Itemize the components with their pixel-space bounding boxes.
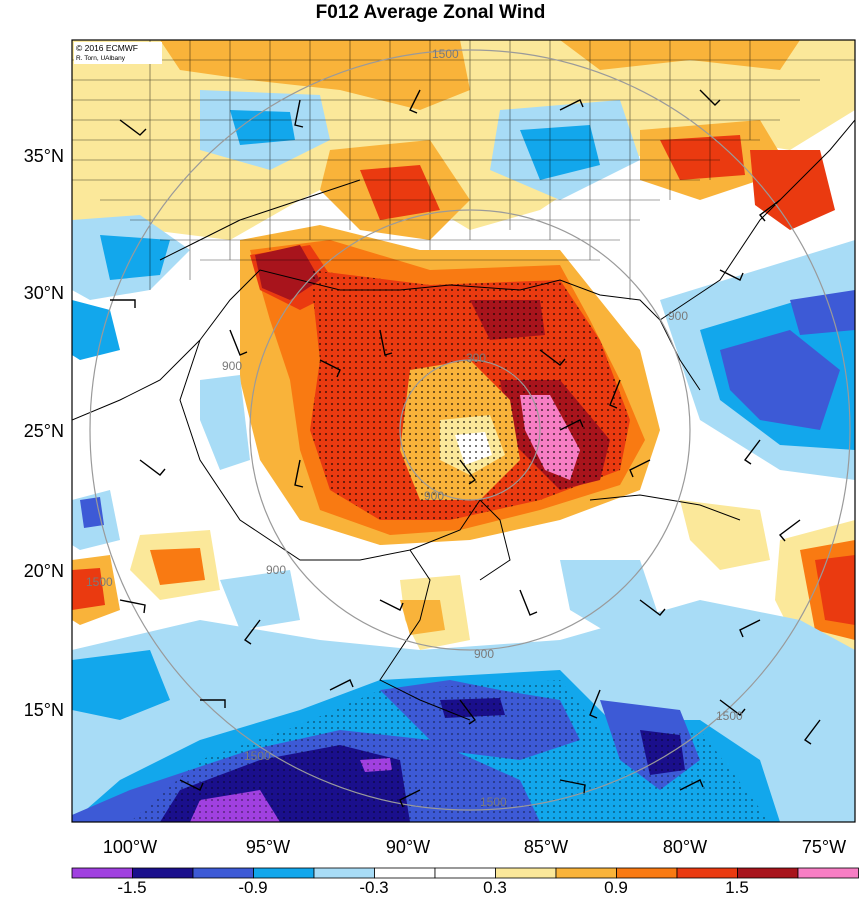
colorbar-label: -0.3	[359, 878, 388, 897]
map-frame	[71, 39, 856, 823]
colorbar-swatch	[434, 867, 496, 879]
lat-label: 25°N	[24, 421, 64, 441]
colorbar-swatch	[71, 867, 133, 879]
colorbar-swatch	[253, 867, 315, 879]
radius-contours	[89, 49, 851, 811]
contour-label: 900	[222, 359, 242, 373]
colorbar-swatch	[797, 867, 859, 879]
lon-label: 90°W	[386, 837, 430, 857]
contour-label: 900	[668, 309, 688, 323]
county-grid	[72, 40, 855, 300]
lat-label: 20°N	[24, 561, 64, 581]
contour-labels: 300 900 900 900 900 900 1500 1500 1500 1…	[86, 47, 743, 809]
contour-label: 300	[466, 351, 486, 365]
lon-label: 80°W	[663, 837, 707, 857]
lat-label: 30°N	[24, 283, 64, 303]
colorbar-label: 0.9	[604, 878, 628, 897]
lon-label: 75°W	[802, 837, 846, 857]
colorbar	[71, 867, 859, 879]
colorbar-label: 0.3	[483, 878, 507, 897]
colorbar-swatch	[132, 867, 194, 879]
colorbar-swatch	[737, 867, 799, 879]
longitude-labels: 100°W 95°W 90°W 85°W 80°W 75°W	[103, 837, 846, 857]
colorbar-swatch	[495, 867, 557, 879]
colorbar-label: -0.9	[238, 878, 267, 897]
credit-line-2: R. Torn, UAlbany	[76, 55, 126, 62]
credit-box	[74, 42, 162, 64]
credit-line-1: © 2016 ECMWF	[76, 43, 138, 53]
contour-label: 1500	[244, 749, 271, 763]
latitude-labels: 35°N 30°N 25°N 20°N 15°N	[24, 146, 64, 720]
lon-label: 100°W	[103, 837, 157, 857]
colorbar-swatch	[374, 867, 436, 879]
colorbar-label: 1.5	[725, 878, 749, 897]
colorbar-swatch	[616, 867, 678, 879]
lon-label: 95°W	[246, 837, 290, 857]
map-title: F012 Average Zonal Wind	[315, 2, 546, 23]
contour-label: 900	[266, 563, 286, 577]
contour-label: 900	[474, 647, 494, 661]
contour-label: 1500	[432, 47, 459, 61]
colorbar-label: -1.5	[117, 878, 146, 897]
colorbar-swatch	[192, 867, 254, 879]
colorbar-swatch	[313, 867, 375, 879]
lon-label: 85°W	[524, 837, 568, 857]
colorbar-swatch	[555, 867, 617, 879]
map-field: 300 900 900 900 900 900 1500 1500 1500 1…	[72, 40, 855, 822]
contour-label: 1500	[86, 575, 113, 589]
wind-barbs	[110, 89, 821, 808]
colorbar-swatch	[676, 867, 738, 879]
contour-label: 1500	[716, 709, 743, 723]
lat-label: 35°N	[24, 146, 64, 166]
contour-label: 900	[424, 489, 444, 503]
lat-label: 15°N	[24, 700, 64, 720]
colorbar-labels: -1.5 -0.9 -0.3 0.3 0.9 1.5	[117, 878, 748, 897]
contour-label: 1500	[480, 795, 507, 809]
